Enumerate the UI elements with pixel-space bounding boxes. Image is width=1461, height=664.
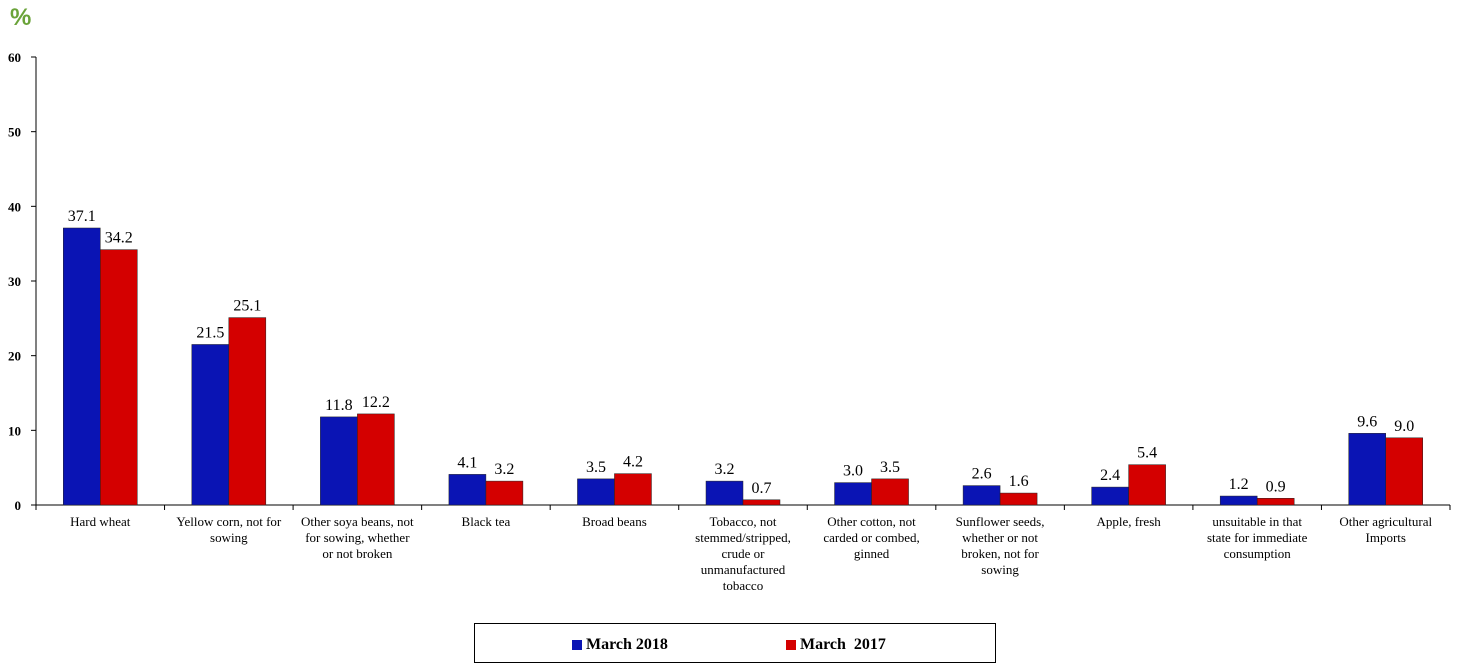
bar-march-2017 [357,413,395,506]
y-tick-label: 50 [8,125,21,140]
bar-march-2017 [100,249,138,506]
data-label: 34.2 [105,230,133,247]
legend-item-march-2017: March 2017 [786,636,886,654]
legend-label-march-2017: March 2017 [800,636,886,653]
bar-march-2017 [1128,464,1166,506]
y-tick-label: 30 [8,274,21,289]
legend-swatch-march-2018 [572,640,582,650]
x-category-label: Other cotton, not carded or combed, ginned [823,514,919,561]
legend-swatch-march-2017 [786,640,796,650]
bar-march-2018 [705,480,744,506]
bar-march-2017 [871,478,909,506]
x-category-label: Sunflower seeds, whether or not broken, no… [956,514,1045,577]
data-label: 3.0 [843,463,863,480]
bar-march-2017 [742,499,781,506]
x-category-label: Yellow corn, not for sowing [176,514,282,545]
x-category-label: Black tea [462,514,511,529]
legend: March 2018 March 2017 [474,623,996,663]
bar-march-2017 [1256,498,1295,506]
x-category-label: unsuitable in that state for immediate con… [1207,514,1308,561]
data-label: 11.8 [325,397,352,414]
data-label: 0.9 [1266,478,1286,495]
legend-label-march-2018: March 2018 [586,636,668,653]
data-label: 2.4 [1100,467,1120,484]
data-label: 0.7 [752,480,772,497]
bar-march-2017 [999,492,1038,506]
bar-march-2017 [614,473,652,506]
x-category-label: Other agricultural Imports [1339,514,1432,545]
data-label: 2.6 [972,466,992,483]
bar-march-2018 [834,482,872,506]
y-unit-label: % [10,4,32,31]
x-category-label: Hard wheat [70,514,131,529]
data-label: 1.2 [1229,476,1249,493]
data-label: 21.5 [196,324,224,341]
bar-march-2018 [63,227,101,506]
bar-march-2017 [1385,437,1423,506]
legend-item-march-2018: March 2018 [572,636,668,654]
bar-march-2018 [1091,486,1129,506]
y-tick-label: 0 [15,498,22,513]
bar-march-2017 [228,317,267,506]
bar-march-2017 [485,480,524,506]
data-label: 9.6 [1357,413,1377,430]
data-label: 3.5 [586,459,606,476]
bar-march-2018 [448,474,487,506]
data-label: 5.4 [1137,445,1157,462]
data-label: 4.2 [623,454,643,471]
x-category-label: Broad beans [582,514,647,529]
bar-march-2018 [191,344,230,506]
y-tick-label: 10 [8,423,21,438]
x-category-label: Apple, fresh [1097,514,1162,529]
y-tick-label: 40 [8,199,21,214]
x-category-label: Other soya beans, not for sowing, whether… [301,514,414,561]
bar-march-2018 [1219,495,1258,506]
bar-march-2018 [320,416,358,506]
data-label: 3.2 [494,461,514,478]
x-category-label: Tobacco, not stemmed/stripped, crude or unm… [695,514,791,593]
data-label: 4.1 [457,454,477,471]
y-tick-label: 60 [8,50,21,65]
data-label: 12.2 [362,394,390,411]
data-label: 9.0 [1394,418,1414,435]
bar-march-2018 [577,478,615,506]
bar-march-2018 [962,485,1001,506]
data-label: 3.2 [715,461,735,478]
data-label: 37.1 [68,208,96,225]
bar-march-2018 [1348,433,1386,506]
data-label: 25.1 [233,298,261,315]
data-label: 3.5 [880,459,900,476]
y-tick-label: 20 [8,349,21,364]
data-label: 1.6 [1009,473,1029,490]
